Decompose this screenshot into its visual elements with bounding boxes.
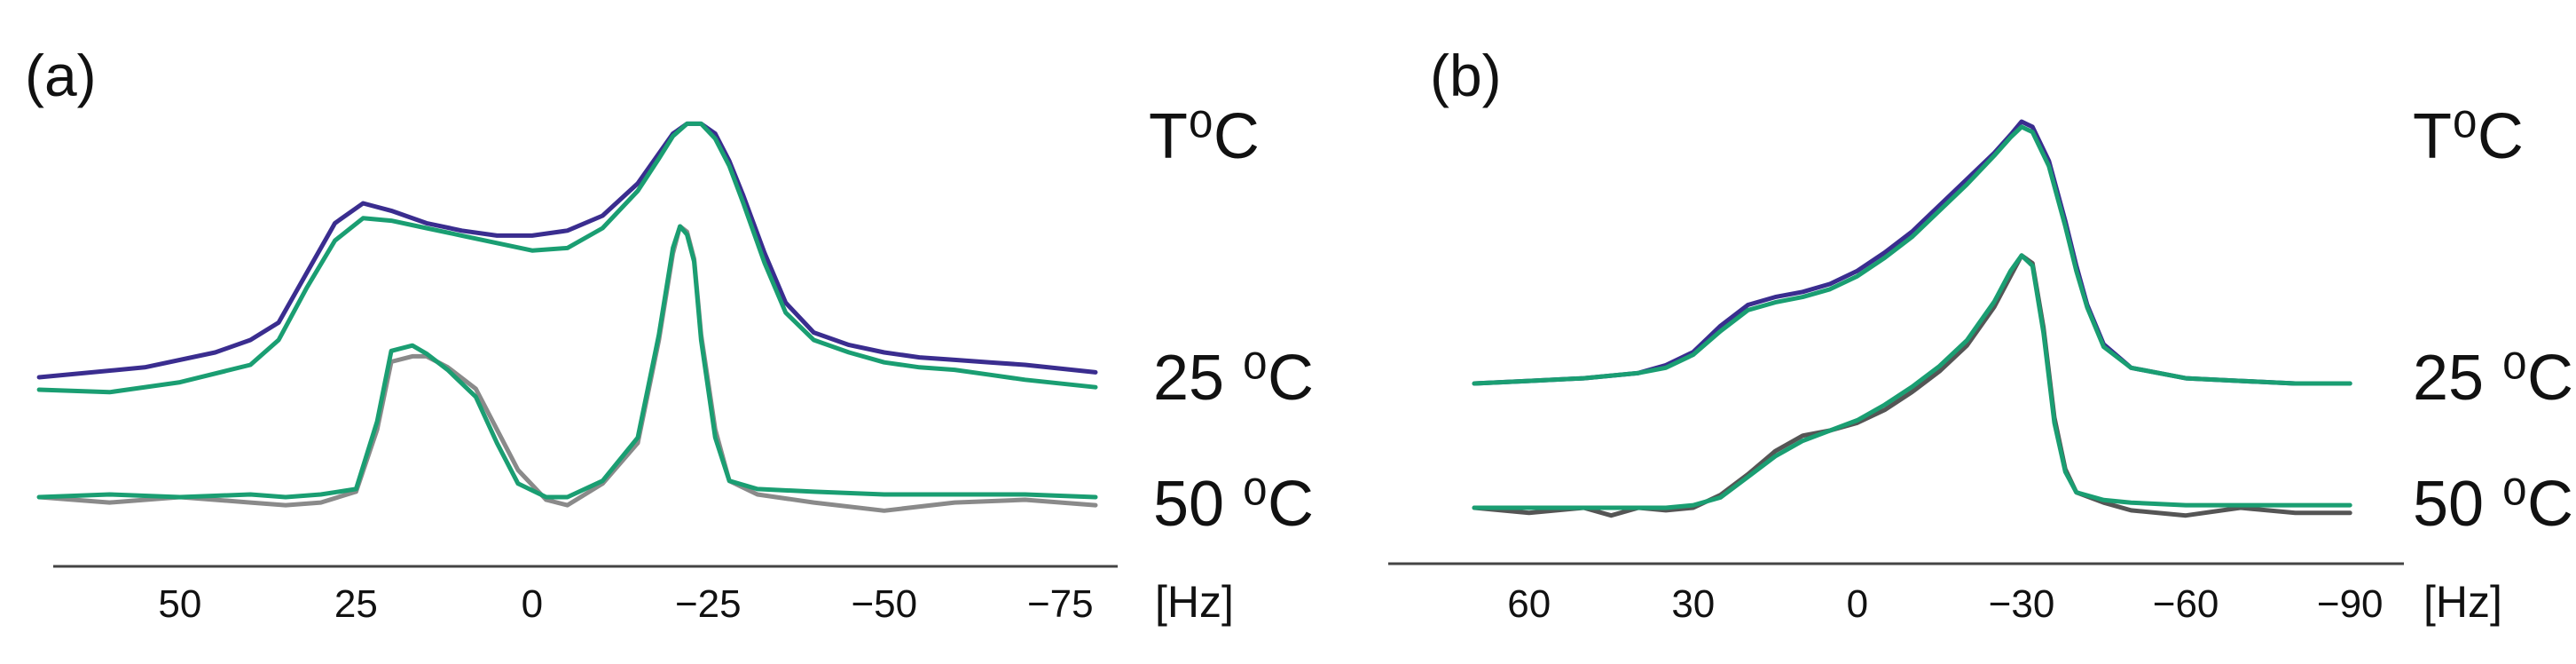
panel-a-label: (a): [25, 43, 97, 108]
panel-b-x-tick-label: 60: [1507, 582, 1551, 626]
panel-a-trace-25C-simulated: [36, 121, 1098, 395]
panel-b-x-tick-label: 0: [1847, 582, 1868, 626]
panel-b-x-unit: [Hz]: [2423, 577, 2502, 627]
panel-a-temperature-header: T⁰C: [1149, 101, 1260, 172]
panel-b-label-50c: 50 ⁰C: [2413, 469, 2573, 540]
panel-a-tick-labels: 50 25 0 −25 −50 −75: [158, 582, 1093, 626]
panel-b-x-tick-label: −60: [2153, 582, 2219, 626]
panel-a-trace-50C-experimental: [36, 224, 1098, 513]
panel-b-trace-50C-experimental: [1472, 253, 2352, 518]
panel-a-x-unit: [Hz]: [1155, 577, 1234, 627]
panel-b-temperature-header: T⁰C: [2413, 101, 2524, 172]
panel-a-label-25c: 25 ⁰C: [1153, 343, 1314, 414]
panel-b-label: (b): [1430, 43, 1502, 108]
panel-b-series: [1472, 119, 2352, 518]
panel-b-x-tick-label: −30: [1989, 582, 2055, 626]
panel-a: (a) T⁰C 25 ⁰C 50 ⁰C 50 25 0 −25 −50 −75 [Hz]: [25, 43, 1314, 627]
panel-b-tick-labels: 60 30 0 −30 −60 −90: [1507, 582, 2383, 626]
panel-a-x-tick-label: 25: [334, 582, 378, 626]
panel-a-trace-50C-simulated: [36, 224, 1098, 500]
panel-a-x-tick-label: −25: [675, 582, 742, 626]
panel-b-x-tick-label: 30: [1671, 582, 1715, 626]
panel-b-trace-50C-simulated: [1472, 253, 2352, 510]
panel-a-series: [36, 121, 1098, 513]
panel-b-trace-25C-experimental: [1472, 119, 2352, 386]
panel-a-trace-25C-experimental: [36, 121, 1098, 380]
panel-b-label-25c: 25 ⁰C: [2413, 343, 2573, 414]
panel-a-x-tick-label: −75: [1027, 582, 1094, 626]
panel-a-x-tick-label: 50: [158, 582, 201, 626]
panel-a-x-tick-label: −50: [851, 582, 917, 626]
panel-a-label-50c: 50 ⁰C: [1153, 469, 1314, 540]
panel-b: (b) T⁰C 25 ⁰C 50 ⁰C 60 30 0 −30 −60 −90 [Hz]: [1388, 43, 2573, 627]
panel-b-trace-25C-simulated: [1472, 124, 2352, 386]
panel-b-x-tick-label: −90: [2317, 582, 2384, 626]
panel-a-x-tick-label: 0: [522, 582, 543, 626]
